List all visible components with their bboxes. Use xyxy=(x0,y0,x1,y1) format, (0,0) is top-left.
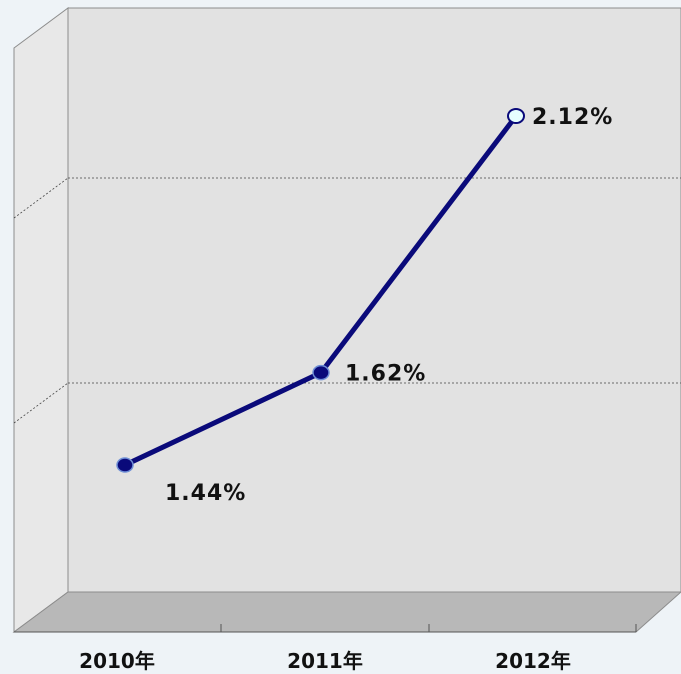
x-tick-label: 2011年 xyxy=(287,649,363,673)
data-point-marker xyxy=(116,457,134,473)
x-tick-label: 2012年 xyxy=(495,649,571,673)
data-point-marker xyxy=(312,364,330,381)
data-label: 2.12% xyxy=(532,105,613,130)
chart-floor xyxy=(12,591,681,633)
x-tick-label: 2010年 xyxy=(79,649,155,673)
data-point-marker xyxy=(507,108,525,124)
data-markers xyxy=(116,108,525,473)
gridline-side xyxy=(13,177,69,219)
data-labels: 1.44% 1.62% 2.12% xyxy=(165,105,613,506)
x-axis-ticks: 2010年 2011年 2012年 xyxy=(79,624,637,673)
gridlines xyxy=(13,177,681,424)
data-label: 1.62% xyxy=(345,362,426,387)
data-label: 1.44% xyxy=(165,481,246,506)
chart-side-wall xyxy=(13,7,69,633)
gridline-side xyxy=(13,382,69,424)
